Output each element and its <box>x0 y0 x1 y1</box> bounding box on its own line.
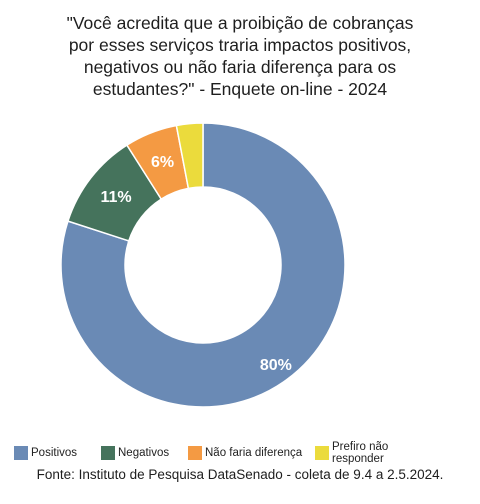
data-label-positivos: 80% <box>260 357 292 374</box>
legend-item-nao-faria-diferenca: Não faria diferença <box>188 446 302 460</box>
donut-slice-prefiro-nao-responder <box>175 122 204 190</box>
legend-swatch <box>188 446 202 460</box>
legend-label: Positivos <box>31 447 78 459</box>
chart-title-line: estudantes?" - Enquete on-line - 2024 <box>92 79 388 99</box>
legend-item-prefiro-nao-responder: Prefiro não responder <box>315 441 394 465</box>
donut-slice-positivos <box>60 122 346 408</box>
legend-swatch <box>315 446 329 460</box>
chart-source: Fonte: Instituto de Pesquisa DataSenado … <box>36 467 444 482</box>
legend-item-positivos: Positivos <box>14 446 77 460</box>
chart-legend: Positivos Negativos Não faria diferença … <box>14 441 480 465</box>
chart-title-line: "Você acredita que a proibição de cobran… <box>66 13 414 33</box>
legend-label: Prefiro não responder <box>332 441 389 465</box>
chart-title-line: negativos ou não faria diferença para os <box>83 57 397 77</box>
chart-title-line: por esses serviços traria impactos posit… <box>68 35 412 55</box>
legend-label: Negativos <box>118 447 170 459</box>
legend-item-negativos: Negativos <box>101 446 169 460</box>
legend-swatch <box>101 446 115 460</box>
legend-label: Não faria diferença <box>205 447 303 459</box>
legend-swatch <box>14 446 28 460</box>
data-label-negativos: 11% <box>101 189 132 206</box>
data-label-nao-faria-diferenca: 6% <box>151 154 174 171</box>
chart-title: "Você acredita que a proibição de cobran… <box>0 12 480 100</box>
